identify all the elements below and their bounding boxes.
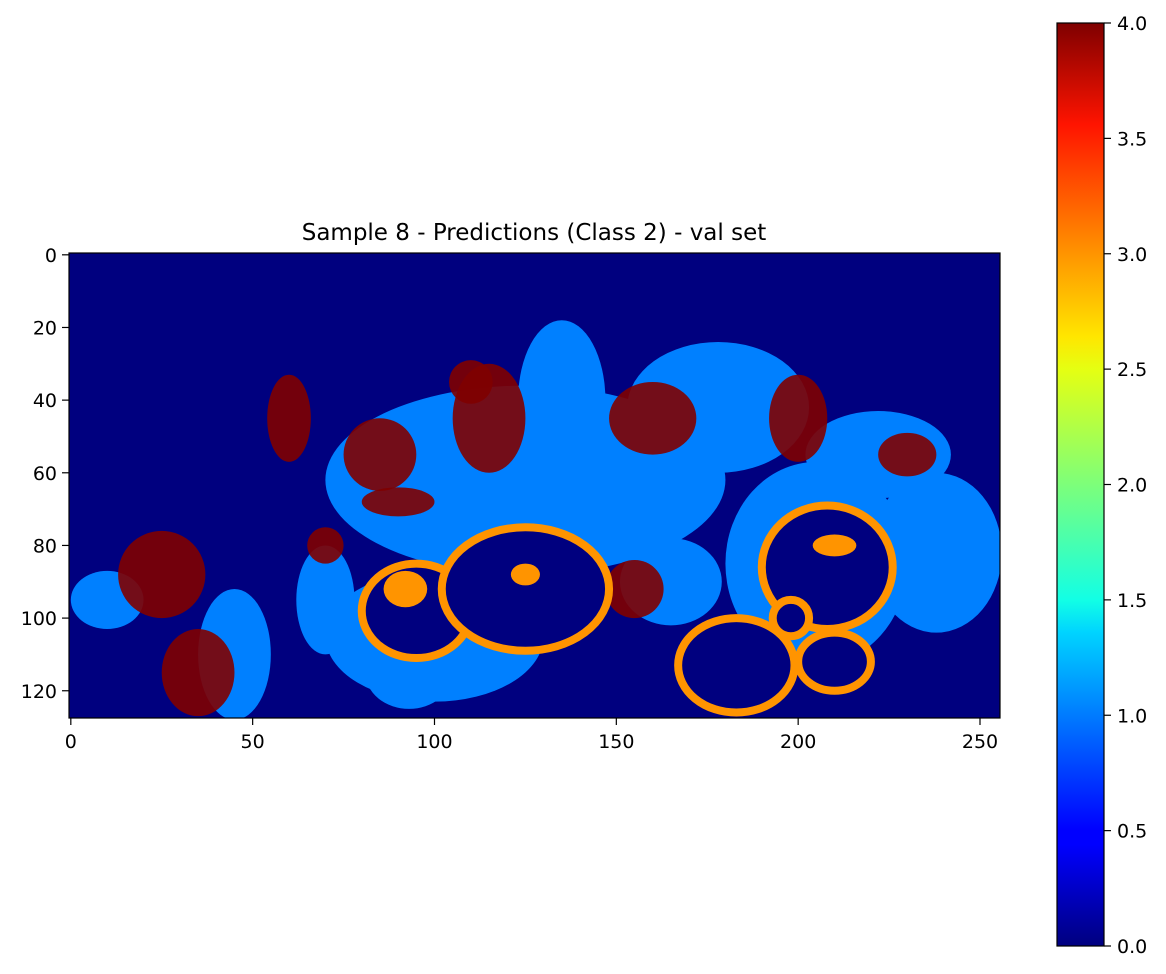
colorbar-tick-label: 3.5: [1117, 128, 1147, 150]
class-4-region: [267, 375, 311, 462]
colorbar-axis: 0.0 0.5 1.0 1.5 2.0 2.5 3.0 3.5 4.0: [1104, 13, 1147, 958]
class-3-region: [384, 571, 428, 607]
class-3-ring: [773, 600, 809, 636]
x-tick-label: 200: [780, 731, 816, 753]
class-4-region: [609, 382, 696, 455]
x-tick-label: 50: [241, 731, 265, 753]
colorbar-tick-label: 4.0: [1117, 13, 1147, 35]
y-tick-label: 120: [21, 681, 57, 703]
x-tick-label: 150: [598, 731, 634, 753]
y-tick-label: 40: [33, 390, 57, 412]
colorbar-tick-label: 2.5: [1117, 359, 1147, 381]
class-4-region: [449, 360, 493, 404]
x-tick-label: 250: [962, 731, 998, 753]
class-4-region: [605, 560, 663, 618]
class-4-region: [118, 531, 205, 618]
x-tick-label: 100: [416, 731, 452, 753]
colorbar-tick-label: 1.5: [1117, 590, 1147, 612]
colorbar-tick-label: 0.5: [1117, 821, 1147, 843]
class-1-region: [616, 473, 689, 546]
chart-title: Sample 8 - Predictions (Class 2) - val s…: [302, 220, 767, 246]
class-4-region: [769, 375, 827, 462]
y-tick-label: 60: [33, 463, 57, 485]
heatmap-image: [69, 253, 1002, 720]
x-tick-label: 0: [65, 731, 77, 753]
x-axis: 0 50 100 150 200 250: [65, 718, 998, 753]
class-4-region: [162, 629, 235, 716]
y-axis: 0 20 40 60 80 100 120: [21, 245, 69, 703]
class-4-region: [307, 527, 343, 563]
colorbar: [1057, 23, 1104, 946]
y-tick-label: 20: [33, 317, 57, 339]
colorbar-tick-label: 3.0: [1117, 244, 1147, 266]
class-4-region: [878, 433, 936, 477]
class-4-region: [362, 487, 435, 516]
y-tick-label: 100: [21, 608, 57, 630]
colorbar-tick-label: 0.0: [1117, 936, 1147, 958]
y-tick-label: 0: [45, 245, 57, 267]
class-4-region: [344, 418, 417, 491]
class-3-region: [813, 535, 857, 557]
class-3-ring: [798, 633, 871, 691]
class-1-region: [518, 320, 605, 480]
y-tick-label: 80: [33, 535, 57, 557]
class-3-ring: [442, 527, 609, 651]
colorbar-tick-label: 1.0: [1117, 705, 1147, 727]
colorbar-tick-label: 2.0: [1117, 475, 1147, 497]
class-3-region: [511, 564, 540, 586]
